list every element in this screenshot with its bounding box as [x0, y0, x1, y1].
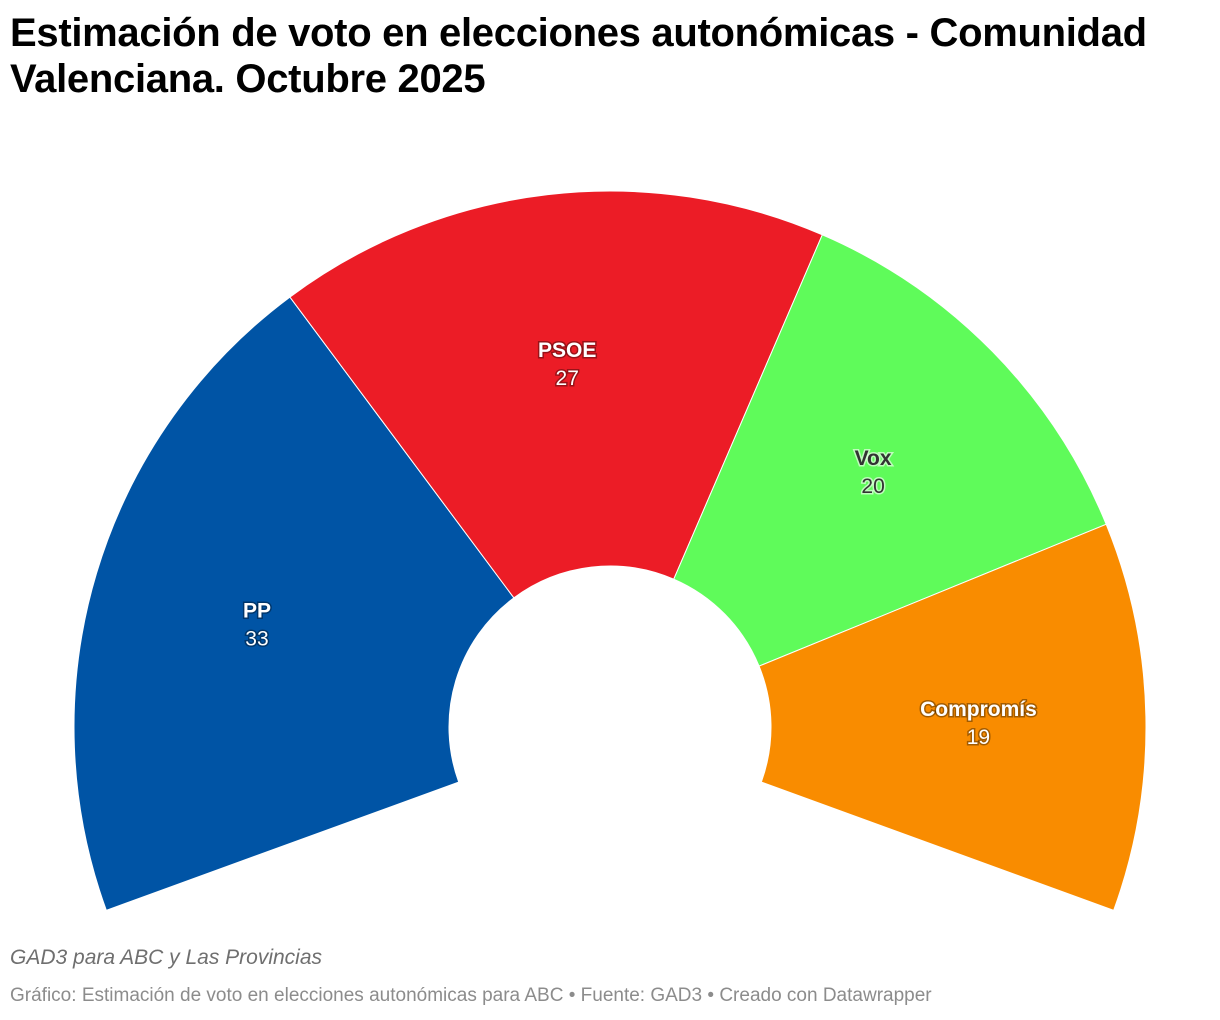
slice-comprom-s[interactable] [758, 523, 1147, 911]
slice-label-name: Compromís [920, 698, 1037, 721]
slice-vox[interactable] [673, 234, 1107, 667]
slice-label-value: 27 [556, 367, 579, 390]
footer-chart-prefix: Gráfico: [10, 985, 82, 1006]
slice-label-value: 33 [245, 627, 268, 650]
slices-group [73, 190, 1147, 911]
chart-footer: Gráfico: Estimación de voto en eleccione… [10, 985, 932, 1007]
footer-source: GAD3 [650, 985, 703, 1006]
chart-notes: GAD3 para ABC y Las Provincias [10, 946, 323, 969]
footer-separator: • [563, 985, 581, 1006]
slice-label-value: 19 [967, 726, 990, 749]
slice-label-name: Vox [855, 447, 892, 470]
slice-label-name: PSOE [538, 339, 596, 362]
slice-label-value: 20 [861, 475, 884, 498]
footer-chart-desc: Estimación de voto en elecciones autonóm… [81, 985, 564, 1006]
labels-group: PP 33 PSOE 27 Vox 20 Compromís 19 [241, 337, 1038, 750]
slice-label-name: PP [243, 599, 271, 622]
slice-psoe[interactable] [289, 190, 823, 599]
footer-separator-2: • [702, 985, 720, 1006]
footer-created-link[interactable]: Creado con Datawrapper [719, 985, 932, 1006]
chart-title: Estimación de voto en elecciones autonóm… [10, 11, 1147, 101]
footer-source-label: Fuente: [580, 985, 651, 1006]
